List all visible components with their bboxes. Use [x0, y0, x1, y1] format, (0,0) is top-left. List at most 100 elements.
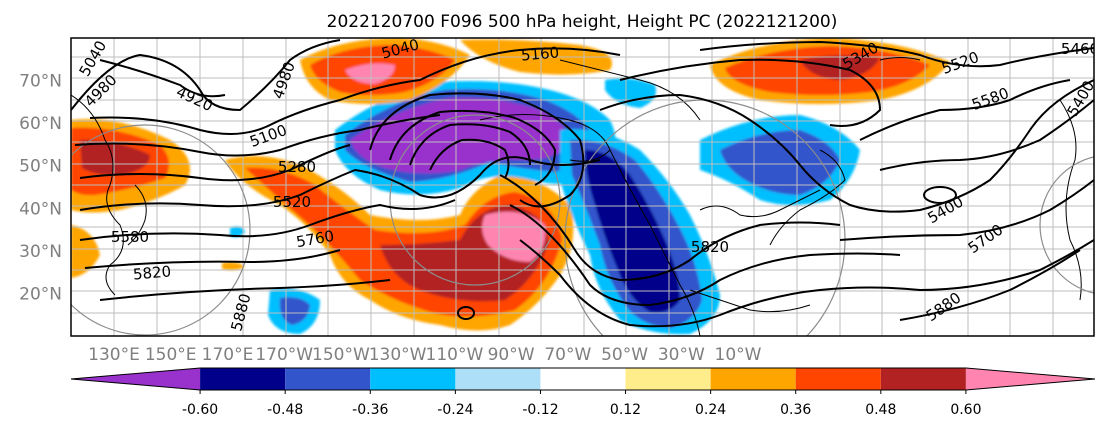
- colorbar-tick-label: 0.12: [610, 402, 641, 418]
- anomaly-neg-na-core: [585, 150, 680, 313]
- height-contour-closed-high: [457, 306, 475, 320]
- height-contour-09: [99, 279, 391, 301]
- height-contour-06: [79, 156, 601, 211]
- colorbar-tick-label: 0.48: [865, 402, 896, 418]
- coastlines: [71, 57, 1082, 336]
- height-contour-08: [84, 249, 341, 269]
- coastline-east-asia: [71, 94, 124, 296]
- x-tick-label: 130°E: [88, 345, 140, 365]
- map-frame: [70, 37, 1095, 337]
- x-tick-label: 50°W: [601, 345, 648, 365]
- colorbar-segment: [540, 368, 626, 390]
- anomaly-pos-arctic-max: [345, 63, 395, 84]
- x-tick-label: 90°W: [488, 345, 535, 365]
- colorbar-segment: [710, 368, 796, 390]
- contour-label-text: 5520: [273, 193, 311, 211]
- coastline-great-lakes: [699, 189, 821, 218]
- contour-label-text: 5820: [132, 262, 172, 283]
- anomaly-neg-small-patch: [230, 226, 245, 238]
- contour-label-text: 5160: [520, 43, 560, 64]
- height-contour-05: [79, 144, 351, 182]
- coastline-na-east: [769, 149, 846, 246]
- y-tick-label: 30°N: [19, 242, 62, 262]
- colorbar-tick-label: 0.60: [950, 402, 981, 418]
- height-contours: [71, 39, 1094, 328]
- contour-label: 5820: [691, 238, 729, 256]
- chart-title: 2022120700 F096 500 hPa height, Height P…: [327, 12, 838, 32]
- x-tick-label: 130°W: [369, 345, 427, 365]
- x-tick-label: 150°W: [312, 345, 370, 365]
- colorbar-tick-label: -0.24: [437, 402, 473, 418]
- colorbar-segment: [285, 368, 371, 390]
- height-contour-23: [899, 249, 1081, 321]
- y-tick-label: 70°N: [19, 72, 62, 92]
- height-contour-02: [99, 59, 226, 98]
- colorbar-segment: [795, 368, 881, 390]
- anomaly-neg-hawaii-core: [279, 297, 310, 325]
- height-contour-03: [89, 47, 621, 135]
- colorbar-segment: [625, 368, 711, 390]
- height-contour-12: [409, 123, 531, 166]
- colorbar-tick-label: 0.36: [780, 402, 811, 418]
- height-contour-13: [429, 138, 510, 179]
- colorbar-tick-label: -0.12: [522, 402, 558, 418]
- contour-label: 5820: [132, 262, 172, 283]
- colorbar-segment: [455, 368, 541, 390]
- height-contour-18: [619, 58, 882, 127]
- contour-label-text: 5460: [1061, 40, 1099, 58]
- colorbar-extend-low: [71, 368, 201, 390]
- height-contour-10: [369, 92, 585, 208]
- coastline-caribbean: [689, 289, 811, 313]
- anomaly-neg-canada-east-core: [720, 130, 840, 195]
- y-tick-label: 60°N: [19, 114, 62, 134]
- colorbar-extend-high: [965, 368, 1095, 390]
- colorbar-segment: [200, 368, 286, 390]
- colorbar-tick-label: -0.36: [352, 402, 388, 418]
- anomaly-neg-alaska-core: [350, 97, 570, 174]
- contour-label: 5580: [111, 228, 149, 246]
- anomaly-pos-asia-inner: [80, 140, 150, 176]
- coastline-europe-africa: [1059, 99, 1082, 301]
- reference-circle-1: [71, 124, 251, 336]
- contour-label: 5460: [1061, 40, 1099, 58]
- x-tick-label: 110°W: [426, 345, 484, 365]
- height-contour-17: [599, 79, 1094, 213]
- map-gridlines: [71, 38, 1094, 336]
- anomaly-neg-bering-edge: [605, 78, 656, 108]
- x-tick-label: 150°E: [145, 345, 197, 365]
- height-contour-11: [389, 109, 557, 186]
- coastline-greenland: [879, 57, 921, 61]
- x-tick-label: 70°W: [544, 345, 591, 365]
- height-contour-19: [699, 40, 1094, 68]
- y-tick-label: 50°N: [19, 157, 62, 177]
- y-axis-ticks: 20°N 30°N 40°N 50°N 60°N 70°N: [19, 72, 62, 305]
- anomaly-pos-small-patch: [222, 262, 245, 271]
- height-contour-22: [839, 179, 1094, 241]
- y-tick-label: 20°N: [19, 284, 62, 304]
- height-contour-01: [71, 39, 341, 112]
- x-tick-label: 10°W: [715, 345, 762, 365]
- colorbar: -0.60 -0.48 -0.36 -0.24 -0.12 0.12 0.24 0.36 0.4…: [70, 367, 1096, 418]
- coastline-alaska: [479, 113, 611, 162]
- contour-label-text: 5580: [111, 228, 149, 246]
- y-tick-label: 40°N: [19, 199, 62, 219]
- reference-circle-3: [1039, 156, 1094, 294]
- x-tick-label: 170°W: [255, 345, 313, 365]
- height-contour-21: [879, 99, 1094, 171]
- coastline-japan: [127, 184, 147, 246]
- colorbar-segment: [880, 368, 966, 390]
- contour-label-text: 5280: [278, 158, 316, 176]
- height-contour-07: [79, 199, 456, 241]
- contour-label: 5520: [273, 193, 311, 211]
- height-contour-14: [499, 174, 841, 282]
- height-contour-20: [859, 79, 1071, 141]
- contour-label: 5280: [278, 158, 316, 176]
- contour-label-text: 5820: [691, 238, 729, 256]
- colorbar-segment: [370, 368, 456, 390]
- height-contour-closed-low: [923, 186, 957, 204]
- x-tick-label: 170°E: [202, 345, 254, 365]
- height-contour-16: [519, 239, 1094, 328]
